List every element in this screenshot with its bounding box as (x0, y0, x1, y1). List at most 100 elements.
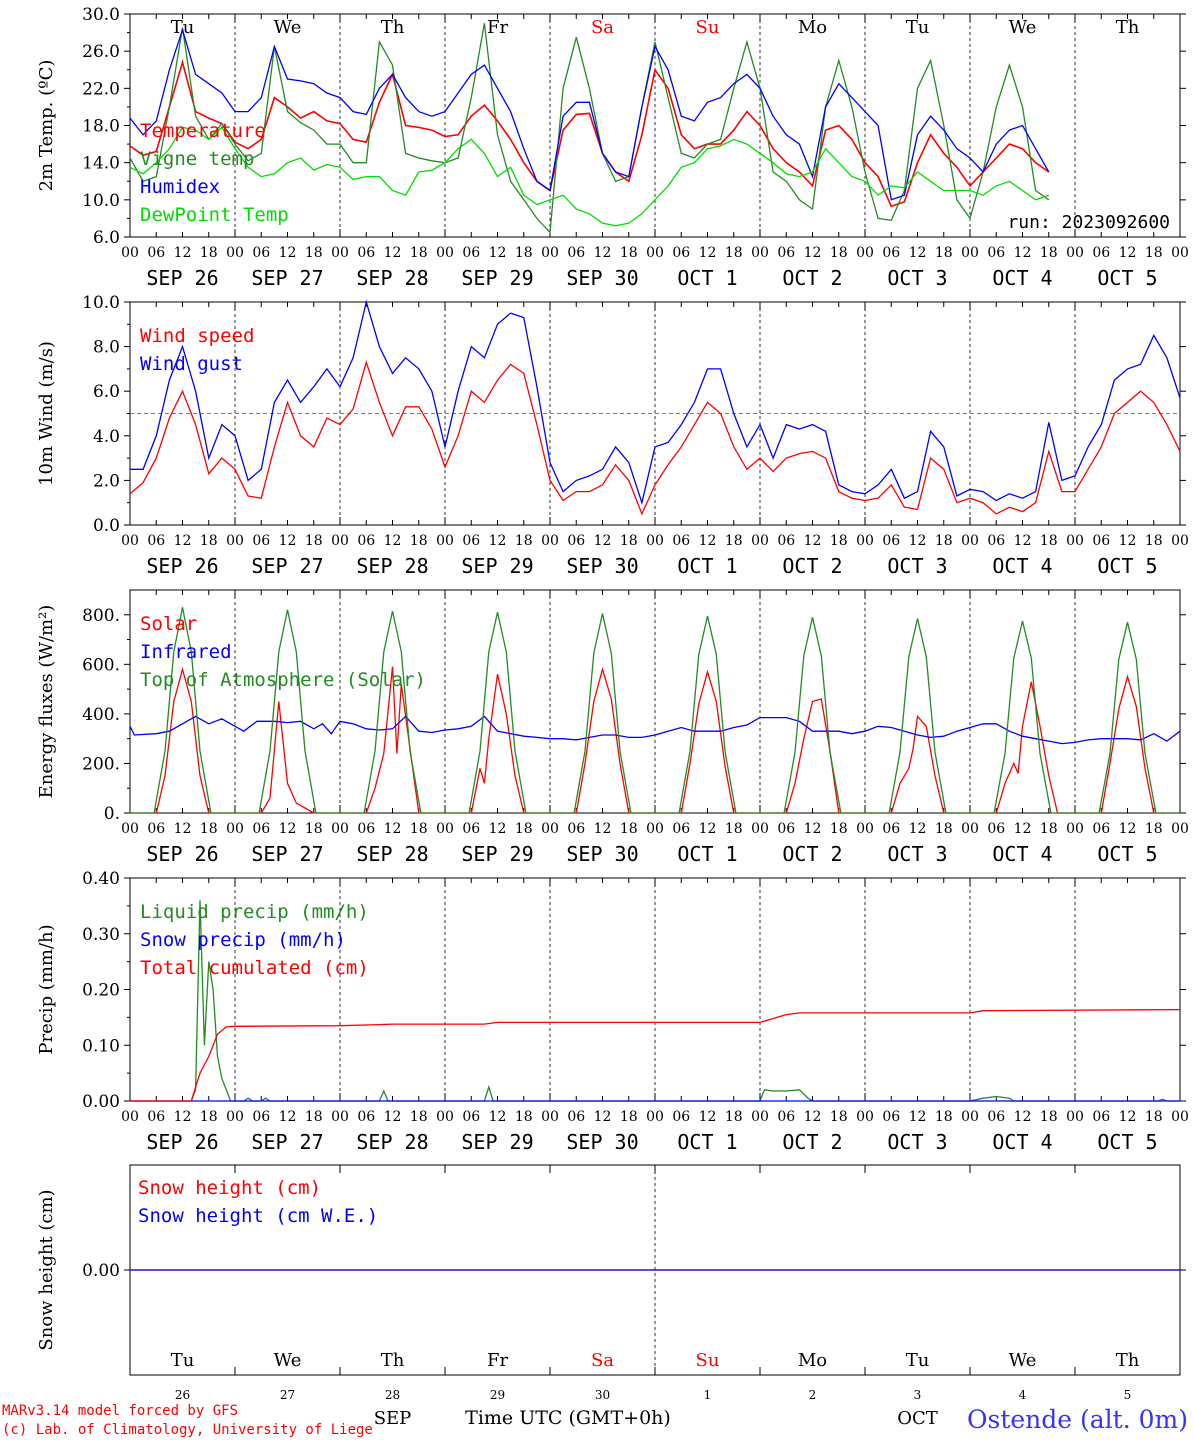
hour-label: 00 (961, 533, 979, 549)
date-label: OCT 3 (887, 266, 947, 290)
hour-label: 12 (804, 245, 822, 261)
hour-label: 18 (305, 533, 323, 549)
hour-label: 06 (672, 245, 690, 261)
y-axis: 0.40 0.30 0.20 0.10 0.00 (82, 869, 1186, 1112)
y-axis-title: Precip (mm/h) (36, 924, 57, 1054)
hour-label: 18 (830, 1109, 848, 1125)
y-tick-label: 0.30 (82, 925, 120, 945)
y-tick-label: 10.0 (82, 293, 120, 313)
weekday-label: Th (381, 1350, 405, 1371)
hour-label: 12 (699, 1109, 717, 1125)
series-dewpoint-temp (129, 126, 1050, 227)
hour-label: 12 (489, 821, 507, 837)
y-tick-label: 22.0 (82, 79, 120, 99)
hour-label: 00 (751, 245, 769, 261)
hour-label: 00 (121, 1109, 139, 1125)
hour-label: 00 (1171, 1109, 1189, 1125)
hour-label: 06 (777, 533, 795, 549)
y-tick-label: 14.0 (82, 154, 120, 174)
y-tick-label: 8.0 (93, 338, 120, 358)
hour-label: 00 (646, 821, 664, 837)
y-axis: 800. 600. 400. 200. 0. (82, 606, 1186, 824)
y-axis-title: Energy fluxes (W/m²) (36, 605, 57, 799)
hour-label: 18 (515, 821, 533, 837)
hour-label: 00 (226, 533, 244, 549)
hour-label: 18 (620, 821, 638, 837)
y-tick-label: 0.20 (82, 981, 120, 1001)
y-axis-title: 10m Wind (m/s) (36, 341, 57, 486)
hour-label: 06 (1092, 821, 1110, 837)
date-label: OCT 5 (1097, 1130, 1157, 1154)
hour-label: 12 (174, 245, 192, 261)
weekday-label: We (274, 17, 302, 38)
date-label: SEP 30 (566, 1130, 638, 1154)
hour-label: 06 (462, 533, 480, 549)
hour-label: 18 (830, 533, 848, 549)
hour-label: 00 (856, 1109, 874, 1125)
hour-label: 00 (121, 821, 139, 837)
hour-label: 00 (121, 245, 139, 261)
hour-label: 12 (384, 533, 402, 549)
hour-label: 12 (1014, 1109, 1032, 1125)
hour-label: 12 (594, 821, 612, 837)
legend-entry: Total cumulated (cm) (140, 957, 369, 979)
hour-label: 06 (987, 821, 1005, 837)
hour-label: 12 (804, 1109, 822, 1125)
hour-label: 12 (279, 245, 297, 261)
hour-label: 06 (777, 1109, 795, 1125)
weekday-label: Tu (906, 17, 930, 38)
hour-label: 06 (1092, 245, 1110, 261)
month-label: OCT (897, 1408, 938, 1429)
y-tick-label: 26.0 (82, 42, 120, 62)
date-label: OCT 1 (677, 554, 737, 578)
hour-label: 18 (620, 533, 638, 549)
hour-label: 00 (331, 533, 349, 549)
hour-labels: 00 06 12 18 00 06 12 18 00 06 12 18 00 06 12 18 00 06 12 18… (121, 821, 1189, 837)
hour-label: 00 (226, 1109, 244, 1125)
weekday-label: Mo (798, 17, 827, 38)
hour-label: 00 (961, 821, 979, 837)
hour-label: 18 (620, 245, 638, 261)
hour-label: 06 (1092, 1109, 1110, 1125)
date-label: OCT 2 (782, 842, 842, 866)
legend: Liquid precip (mm/h) Snow precip (mm/h) To… (140, 901, 369, 979)
hour-label: 00 (1171, 245, 1189, 261)
date-label: SEP 29 (461, 266, 533, 290)
y-tick-label: 800. (82, 606, 120, 626)
hour-label: 12 (909, 533, 927, 549)
hour-label: 18 (515, 245, 533, 261)
y-tick-label: 2.0 (93, 471, 120, 491)
date-label: SEP 26 (146, 842, 218, 866)
hour-label: 18 (1145, 821, 1163, 837)
date-label: OCT 4 (992, 554, 1052, 578)
hour-label: 00 (856, 245, 874, 261)
hour-label: 18 (200, 533, 218, 549)
weekday-label: Th (381, 17, 405, 38)
legend-entry: Solar (140, 613, 197, 635)
legend-entry: Wind speed (140, 325, 254, 347)
hour-label: 12 (1119, 821, 1137, 837)
hour-label: 18 (1145, 533, 1163, 549)
x-axis-title: Time UTC (GMT+0h) (465, 1407, 671, 1429)
date-label: SEP 26 (146, 266, 218, 290)
hour-label: 00 (436, 533, 454, 549)
weekday-label: We (1009, 17, 1037, 38)
footer: MARv3.14 model forced by GFS (c) Lab. of … (2, 1403, 1188, 1438)
hour-label: 06 (357, 1109, 375, 1125)
y-tick-label: 400. (82, 705, 120, 725)
hour-label: 18 (200, 821, 218, 837)
y-tick-label: 600. (82, 655, 120, 675)
hour-label: 18 (935, 821, 953, 837)
hour-label: 18 (410, 1109, 428, 1125)
hour-label: 06 (567, 245, 585, 261)
hour-label: 18 (305, 821, 323, 837)
date-label: SEP 26 (146, 554, 218, 578)
hour-label: 06 (567, 821, 585, 837)
day-number-label: 27 (280, 1388, 295, 1402)
hour-label: 12 (489, 245, 507, 261)
hour-label: 06 (252, 821, 270, 837)
day-number-label: 3 (914, 1388, 922, 1402)
hour-label: 00 (961, 1109, 979, 1125)
weekday-labels: Tu We Th Fr Sa Su Mo Tu We Th (171, 17, 1140, 38)
